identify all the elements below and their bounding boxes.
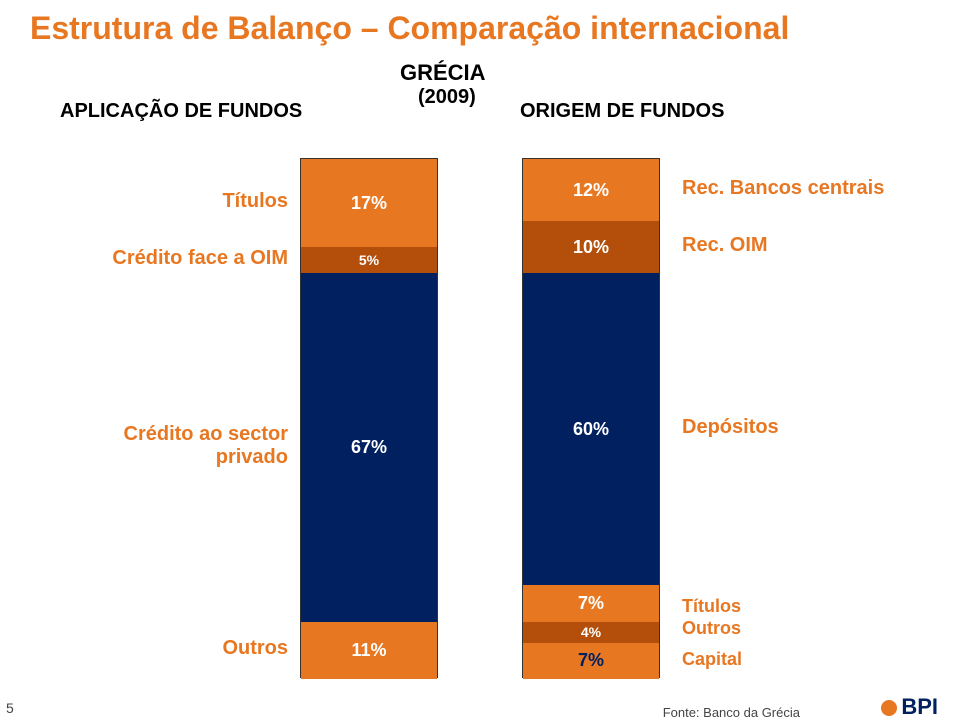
left-segment-label: Crédito ao sector privado <box>58 423 288 469</box>
bar-segment: 10% <box>523 221 659 273</box>
bar-segment: 12% <box>523 159 659 221</box>
logo: BPI <box>881 694 938 720</box>
bar-segment: 7% <box>523 643 659 679</box>
bar-segment: 4% <box>523 622 659 643</box>
left-segment-label: Crédito face a OIM <box>58 247 288 270</box>
left-stacked-bar: 17%5%67%11% <box>300 158 438 678</box>
right-stacked-bar: 12%10%60%7%4%7% <box>522 158 660 678</box>
source-label: Fonte: Banco da Grécia <box>663 705 800 720</box>
page-number: 5 <box>6 700 14 716</box>
bar-segment: 17% <box>301 159 437 247</box>
bar-segment: 11% <box>301 622 437 679</box>
country-label: GRÉCIA <box>400 60 486 86</box>
right-column-title: ORIGEM DE FUNDOS <box>520 100 724 123</box>
bar-segment: 60% <box>523 273 659 585</box>
right-segment-label-combined: Títulos Outros <box>682 595 741 639</box>
bar-segment: 67% <box>301 273 437 621</box>
logo-dot-icon <box>881 700 897 716</box>
right-segment-label: Capital <box>682 649 742 670</box>
logo-text: BPI <box>901 694 938 719</box>
right-segment-label: Rec. OIM <box>682 234 768 257</box>
left-column-title: APLICAÇÃO DE FUNDOS <box>60 100 302 123</box>
right-segment-label: Depósitos <box>682 416 779 439</box>
page-title: Estrutura de Balanço – Comparação intern… <box>30 10 789 47</box>
left-segment-label: Outros <box>58 637 288 660</box>
bar-segment: 7% <box>523 585 659 621</box>
left-segment-label: Títulos <box>58 190 288 213</box>
year-label: (2009) <box>418 86 476 109</box>
right-segment-label: Rec. Bancos centrais <box>682 177 884 200</box>
bar-segment: 5% <box>301 247 437 273</box>
